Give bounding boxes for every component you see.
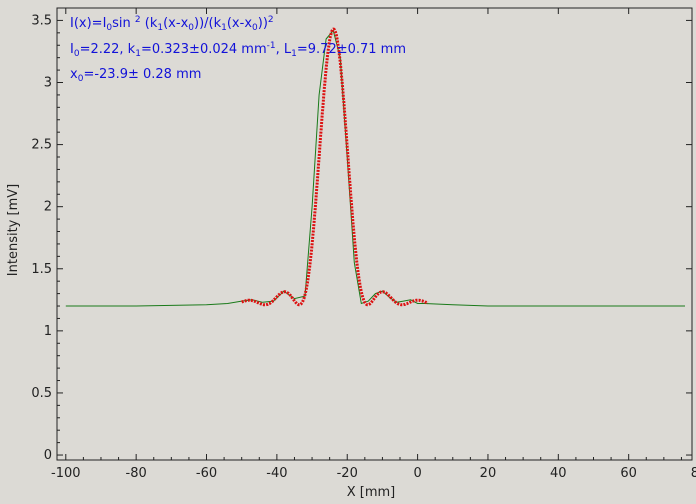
y-tick-label: 3.5 xyxy=(31,13,52,28)
y-axis-label: Intensity [mV] xyxy=(6,184,21,276)
y-tick-label: 2.5 xyxy=(31,138,52,153)
x-tick-label: 40 xyxy=(550,466,567,481)
y-tick-label: 1.5 xyxy=(31,262,52,277)
y-tick-label: 0.5 xyxy=(31,386,52,401)
fit-formula: I(x)=I0sin 2 (k1(x-x0))/(k1(x-x0))2 xyxy=(70,15,274,33)
fit-series-curve xyxy=(241,27,429,307)
x-tick-label: -40 xyxy=(266,466,287,481)
x-tick-label: -20 xyxy=(337,466,358,481)
y-tick-label: 3 xyxy=(44,76,52,91)
x-tick-label: -80 xyxy=(126,466,147,481)
x-tick-label: 0 xyxy=(413,466,421,481)
x-tick-label: -100 xyxy=(51,466,81,481)
x-axis-label: X [mm] xyxy=(347,485,396,500)
fit-parameters: I0=2.22, k1=0.323±0.024 mm-1, L1=9.72±0.… xyxy=(70,41,407,59)
y-tick-label: 1 xyxy=(44,324,52,339)
fit-offset: x0=-23.9± 0.28 mm xyxy=(70,67,202,84)
plot-frame xyxy=(56,7,693,461)
x-tick-label: 80 xyxy=(691,466,696,481)
y-tick-label: 2 xyxy=(44,200,52,215)
x-tick-label: 60 xyxy=(620,466,637,481)
x-tick-label: -60 xyxy=(196,466,217,481)
y-tick-label: 0 xyxy=(44,448,52,463)
x-tick-label: 20 xyxy=(480,466,497,481)
axes: -100 -80 -60 -40 -20 0 20 40 60 80 0 0.5 1 1.5 2 2.5 3 3.… xyxy=(31,7,696,481)
series xyxy=(65,27,685,307)
